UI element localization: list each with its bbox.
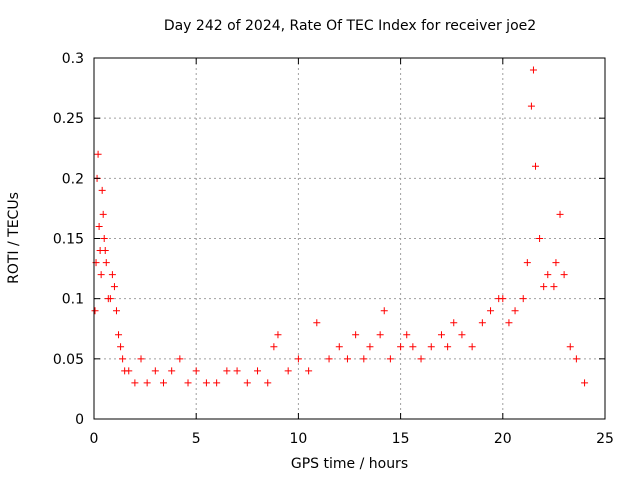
data-point	[270, 343, 278, 351]
data-points	[91, 66, 589, 387]
data-point	[233, 367, 241, 375]
data-point	[101, 247, 109, 255]
data-point	[536, 235, 544, 242]
data-point	[566, 343, 574, 351]
data-point	[409, 343, 417, 351]
y-tick-label: 0.1	[62, 292, 84, 308]
data-point	[143, 379, 151, 387]
y-axis-label: ROTI / TECUs	[6, 192, 22, 284]
data-point	[117, 343, 125, 351]
data-point	[468, 343, 476, 351]
data-point	[335, 343, 343, 351]
data-point	[360, 355, 368, 363]
x-tick-label: 15	[392, 431, 410, 447]
data-point	[556, 210, 564, 218]
data-point	[91, 307, 99, 315]
data-point	[397, 343, 405, 351]
data-point	[202, 379, 210, 387]
data-point	[417, 355, 425, 363]
axis-ticks: 0 5 10 15 20 25 0 0.05 0.1 0.15 0.2 0.25 0.3	[53, 51, 614, 447]
data-point	[151, 367, 159, 375]
data-point	[544, 271, 552, 279]
data-point	[137, 355, 145, 363]
data-point	[99, 210, 107, 218]
data-point	[540, 283, 548, 291]
y-tick-label: 0.25	[53, 111, 84, 127]
y-tick-label: 0.2	[62, 171, 84, 187]
data-point	[254, 367, 262, 375]
data-point	[176, 355, 184, 363]
data-point	[115, 331, 123, 339]
data-point	[274, 331, 282, 339]
data-point	[125, 367, 133, 375]
data-point	[294, 355, 302, 363]
x-tick-label: 10	[289, 431, 307, 447]
data-point	[380, 307, 388, 315]
data-point	[284, 367, 292, 375]
y-tick-label: 0.15	[53, 232, 84, 248]
data-point	[343, 355, 351, 363]
x-tick-label: 20	[494, 431, 512, 447]
data-point	[305, 367, 313, 375]
data-point	[100, 235, 108, 242]
y-tick-label: 0	[75, 412, 84, 428]
data-point	[131, 379, 139, 387]
data-point	[97, 271, 105, 279]
data-point	[102, 259, 110, 267]
data-point	[213, 379, 221, 387]
data-point	[112, 307, 120, 315]
data-point	[505, 319, 513, 327]
data-point	[119, 355, 127, 363]
data-point	[184, 379, 192, 387]
data-point	[529, 66, 537, 74]
gridlines	[94, 58, 605, 419]
data-point	[366, 343, 374, 351]
x-tick-label: 0	[90, 431, 99, 447]
data-point	[444, 343, 452, 351]
data-point	[560, 271, 568, 279]
data-point	[427, 343, 435, 351]
data-point	[110, 283, 118, 291]
y-tick-label: 0.05	[53, 352, 84, 368]
data-point	[94, 150, 102, 158]
data-point	[437, 331, 445, 339]
data-point	[192, 367, 200, 375]
x-tick-label: 25	[596, 431, 614, 447]
data-point	[264, 379, 272, 387]
chart-title: Day 242 of 2024, Rate Of TEC Index for r…	[163, 18, 537, 34]
data-point	[511, 307, 519, 315]
data-point	[527, 102, 535, 110]
data-point	[386, 355, 394, 363]
data-point	[159, 379, 167, 387]
data-point	[581, 379, 589, 387]
data-point	[519, 295, 527, 303]
data-point	[313, 319, 321, 327]
x-axis-label: GPS time / hours	[290, 456, 409, 472]
data-point	[95, 222, 103, 230]
data-point	[168, 367, 176, 375]
data-point	[487, 307, 495, 315]
data-point	[352, 331, 360, 339]
data-point	[106, 295, 114, 303]
data-point	[550, 283, 558, 291]
data-point	[499, 295, 507, 303]
data-point	[403, 331, 411, 339]
data-point	[572, 355, 580, 363]
data-point	[223, 367, 231, 375]
x-tick-label: 5	[192, 431, 201, 447]
data-point	[376, 331, 384, 339]
y-tick-label: 0.3	[62, 51, 84, 67]
data-point	[98, 186, 106, 194]
data-point	[478, 319, 486, 327]
data-point	[243, 379, 251, 387]
data-point	[552, 259, 560, 267]
data-point	[450, 319, 458, 327]
data-point	[523, 259, 531, 267]
data-point	[532, 162, 540, 170]
data-point	[325, 355, 333, 363]
data-point	[458, 331, 466, 339]
data-point	[108, 271, 116, 279]
